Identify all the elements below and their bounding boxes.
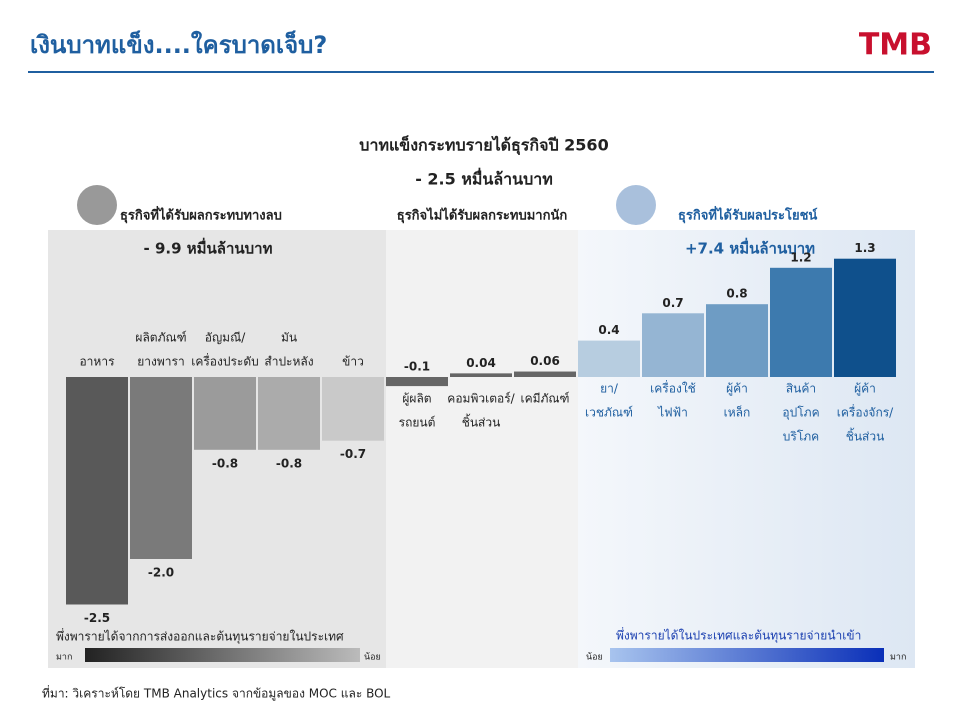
value-label: 0.04 <box>466 356 496 370</box>
bar <box>194 377 256 450</box>
category-label: อาหาร <box>79 355 115 369</box>
category-label: ผู้ผลิต <box>402 392 431 407</box>
scale-label: น้อย <box>364 652 381 663</box>
logo: TMB <box>859 28 932 63</box>
bar <box>386 377 448 387</box>
icon-down <box>77 185 117 225</box>
value-label: -2.0 <box>148 566 174 580</box>
category-label: บริโภค <box>783 430 819 444</box>
category-label: อุปโภค <box>782 406 819 421</box>
category-label: เคมีภัณฑ์ <box>520 392 569 406</box>
category-label: ข้าว <box>342 355 364 369</box>
value-label: -0.8 <box>276 456 302 470</box>
group-total: - 9.9 หมื่นล้านบาท <box>144 238 273 258</box>
value-label: -2.5 <box>84 611 110 625</box>
source: ที่มา: วิเคราะห์โดย TMB Analytics จากข้อ… <box>42 685 391 702</box>
category-label: สำปะหลัง <box>264 355 313 369</box>
scale-wedge <box>85 648 360 662</box>
category-label: ผู้ค้า <box>854 382 876 397</box>
bar <box>834 258 896 377</box>
category-label: เครื่องประดับ <box>191 353 259 369</box>
value-label: -0.7 <box>340 447 366 461</box>
value-label: 0.7 <box>662 296 683 310</box>
bar <box>514 371 576 377</box>
panel-neutral <box>386 230 578 668</box>
category-label: อัญมณี/ <box>205 331 246 345</box>
category-label: ผลิตภัณฑ์ <box>135 331 186 345</box>
group-title: ธุรกิจที่ได้รับผลประโยชน์ <box>678 206 817 224</box>
category-label: ชิ้นส่วน <box>846 428 885 444</box>
group-note: พึ่งพารายได้ในประเทศและต้นทุนรายจ่ายนำเข… <box>616 627 861 644</box>
category-label: คอมพิวเตอร์/ <box>447 392 515 406</box>
category-label: เหล็ก <box>724 405 751 420</box>
category-label: ยางพารา <box>137 355 184 369</box>
scale-label: น้อย <box>586 652 603 663</box>
category-label: ผู้ค้า <box>726 382 748 397</box>
bar <box>578 340 640 377</box>
value-label: 0.4 <box>598 323 619 337</box>
value-label: -0.8 <box>212 456 238 470</box>
category-label: เวชภัณฑ์ <box>585 406 633 420</box>
bar <box>66 377 128 605</box>
chart-title: บาทแข็งกระทบรายได้ธุรกิจปี 2560 <box>359 134 608 156</box>
bar <box>642 313 704 377</box>
bar <box>258 377 320 450</box>
category-label: ไฟฟ้า <box>657 406 688 420</box>
bar <box>770 267 832 377</box>
scale-wedge <box>610 648 884 662</box>
category-label: เครื่องจักร/ <box>837 404 894 420</box>
bar <box>706 304 768 377</box>
value-label: 1.3 <box>854 241 875 255</box>
bar <box>130 377 192 559</box>
group-title: ธุรกิจไม่ได้รับผลกระทบมากนัก <box>397 207 568 224</box>
group-total: +7.4 หมื่นล้านบาท <box>685 238 815 258</box>
group-title: ธุรกิจที่ได้รับผลกระทบทางลบ <box>120 206 282 224</box>
category-label: ชิ้นส่วน <box>462 414 501 430</box>
value-label: 0.06 <box>530 354 560 368</box>
category-label: รถยนต์ <box>399 416 436 430</box>
category-label: สินค้า <box>786 382 816 396</box>
slide-title: เงินบาทแข็ง....ใครบาดเจ็บ? <box>30 30 327 59</box>
scale-label: มาก <box>890 653 906 663</box>
category-label: มัน <box>281 331 297 345</box>
value-label: 1.2 <box>790 250 811 264</box>
chart-subtitle: - 2.5 หมื่นล้านบาท <box>415 168 553 189</box>
bar <box>322 377 384 441</box>
value-label: 0.8 <box>726 287 747 301</box>
value-label: -0.1 <box>404 360 430 374</box>
scale-label: มาก <box>56 653 72 663</box>
bar <box>450 373 512 377</box>
category-label: เครื่องใช้ <box>650 380 696 396</box>
category-label: ยา/ <box>600 382 619 396</box>
icon-up <box>616 185 656 225</box>
group-note: พึ่งพารายได้จากการส่งออกและต้นทุนรายจ่าย… <box>56 628 344 645</box>
